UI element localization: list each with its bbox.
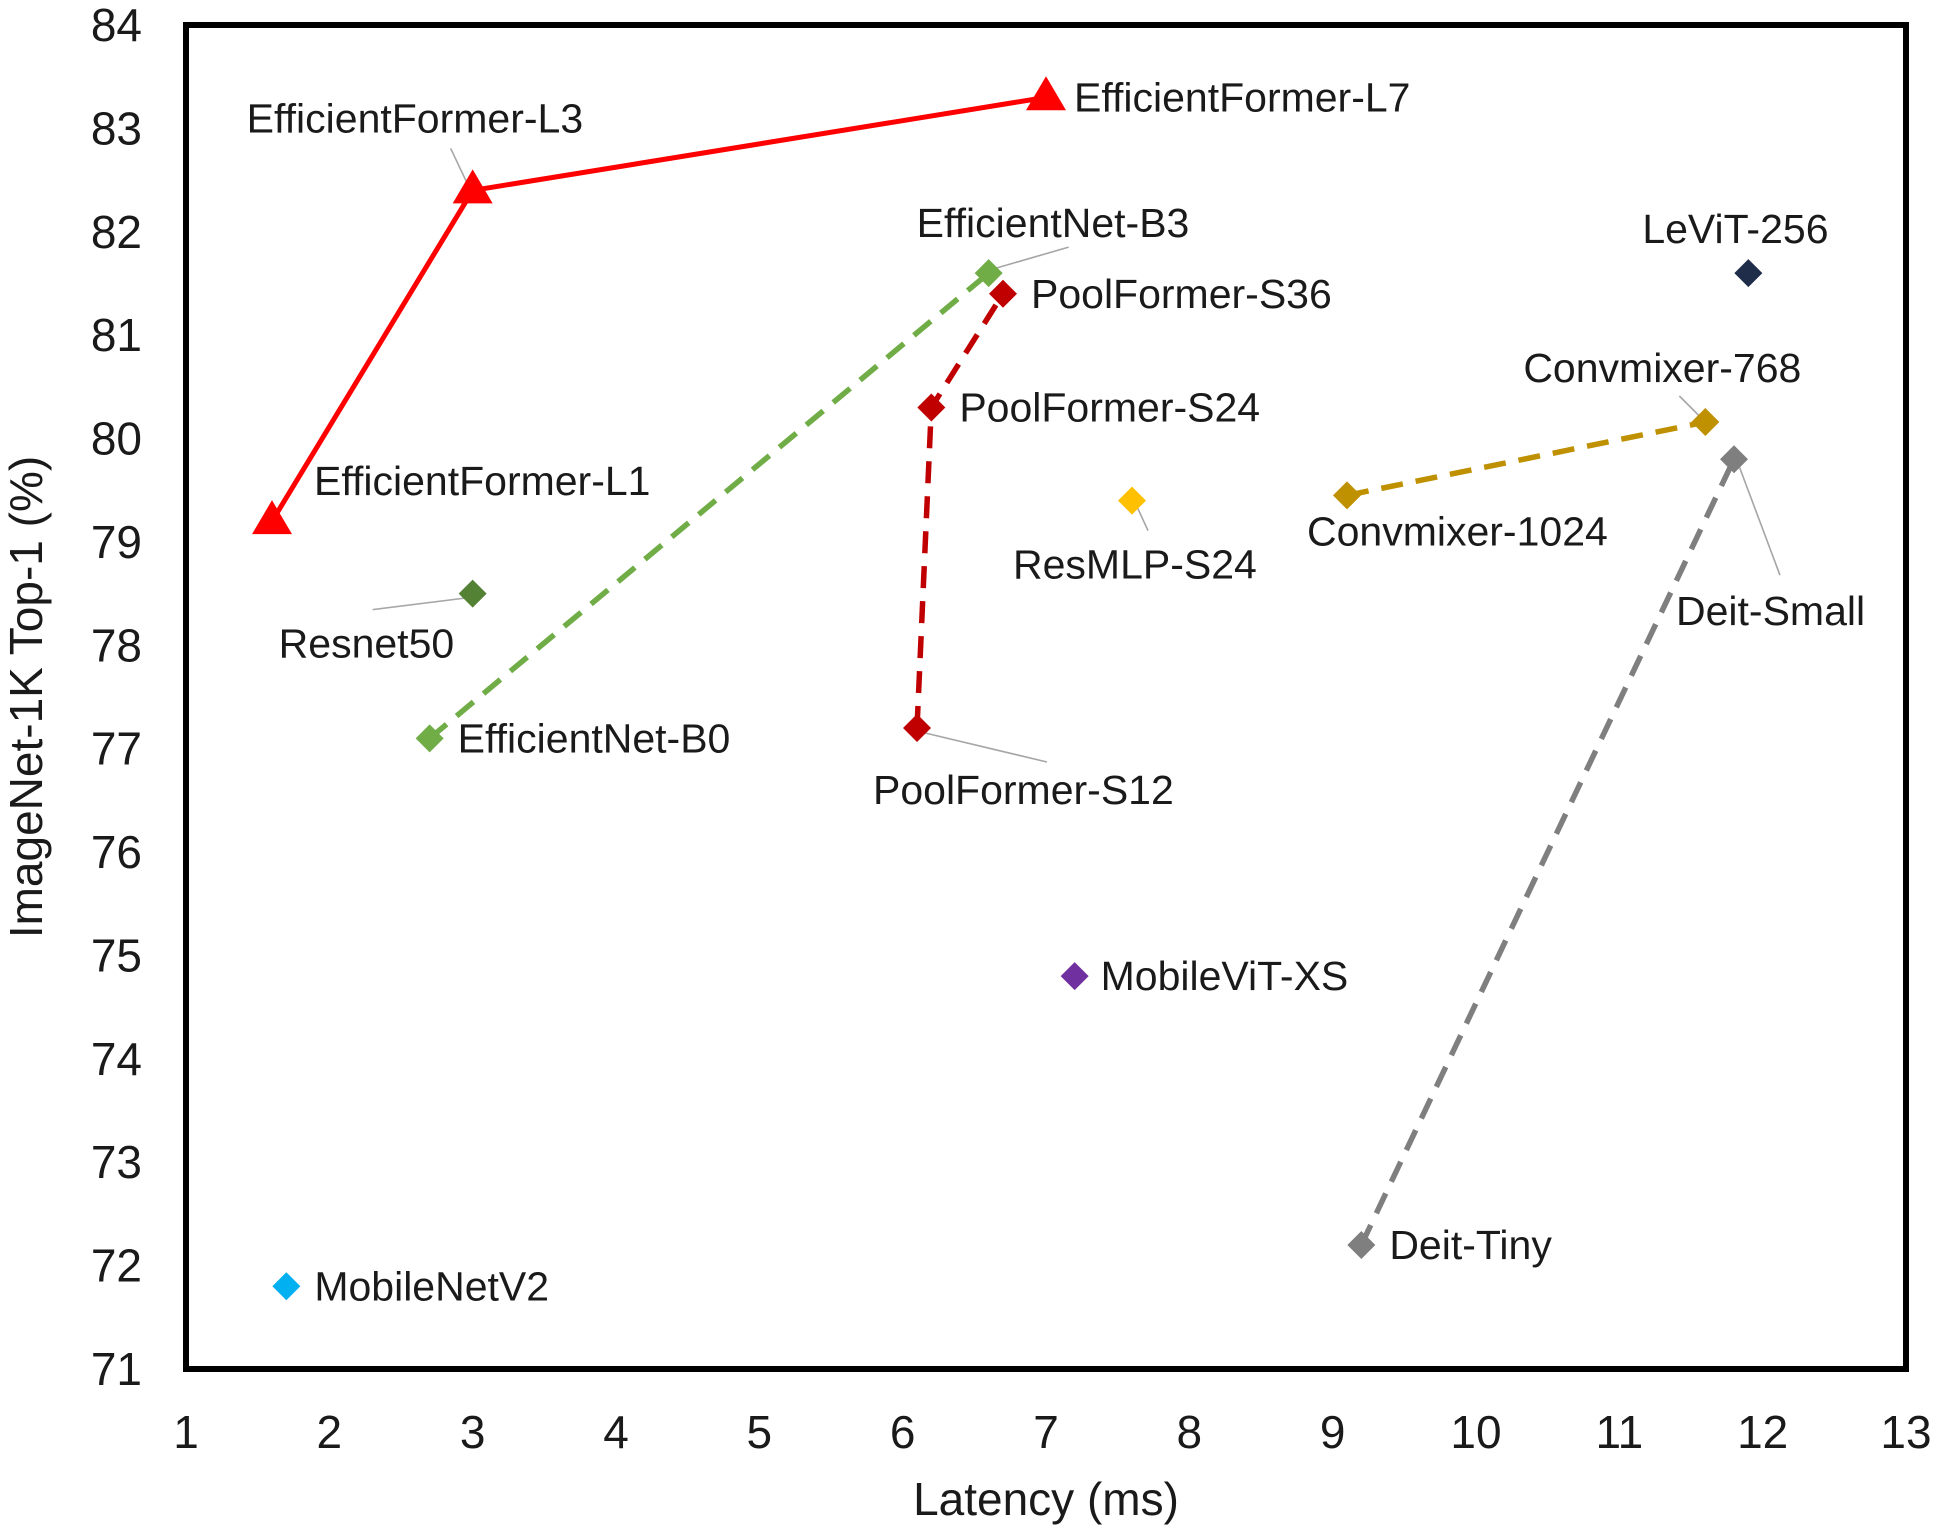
marker-levit-256 [1734,259,1763,288]
x-tick-label: 2 [317,1406,343,1458]
marker-convmixer-768 [1691,407,1720,436]
y-tick-label: 80 [91,413,142,465]
x-tick-label: 6 [890,1406,916,1458]
data-markers [252,76,1763,1301]
y-tick-label: 73 [91,1136,142,1188]
y-tick-label: 75 [91,929,142,981]
data-label-convmixer-768: Convmixer-768 [1523,345,1801,391]
leader-line-resnet50 [372,596,469,611]
marker-mobilenetv2 [272,1272,301,1301]
x-tick-label: 1 [173,1406,199,1458]
marker-efficientnet-b0 [415,724,444,753]
data-label-deit-small: Deit-Small [1676,588,1865,634]
y-tick-label: 84 [91,0,142,51]
marker-efficientformer-l7 [1026,76,1066,111]
leader-line-efficientformer-l3 [449,148,470,187]
y-tick-label: 76 [91,826,142,878]
data-label-deit-tiny: Deit-Tiny [1389,1222,1552,1268]
x-tick-label: 4 [603,1406,629,1458]
x-tick-label: 5 [747,1406,773,1458]
marker-convmixer-1024 [1333,481,1361,510]
data-label-mobilenetv2: MobileNetV2 [314,1263,549,1309]
marker-resnet50 [458,579,487,608]
y-tick-label: 74 [91,1033,142,1085]
data-label-convmixer-1024: Convmixer-1024 [1307,508,1608,554]
x-tick-label: 13 [1880,1406,1931,1458]
data-label-levit-256: LeViT-256 [1642,206,1828,252]
data-labels: EfficientFormer-L1 EfficientFormer-L3 Effi… [247,74,1865,1309]
marker-poolformer-s36 [989,279,1017,308]
x-tick-label: 12 [1737,1406,1788,1458]
marker-efficientnet-b3 [974,259,1003,288]
y-tick-label: 77 [91,723,142,775]
data-label-poolformer-s36: PoolFormer-S36 [1031,271,1332,317]
y-tick-label: 82 [91,206,142,258]
x-axis-title: Latency (ms) [913,1473,1179,1525]
x-tick-label: 7 [1033,1406,1059,1458]
marker-resmlp-s24 [1118,486,1146,515]
y-tick-label: 71 [91,1343,142,1395]
leader-line-resmlp-s24 [1135,504,1149,531]
x-tick-label: 9 [1320,1406,1346,1458]
data-label-efficientformer-l1: EfficientFormer-L1 [314,458,650,504]
marker-deit-small [1720,445,1748,474]
series-line-efficientnet [427,271,991,741]
y-axis-title: ImageNet-1K Top-1 (%) [0,456,52,938]
marker-poolformer-s24 [917,393,946,422]
data-label-efficientnet-b0: EfficientNet-B0 [458,715,731,761]
x-tick-label: 3 [460,1406,486,1458]
data-label-poolformer-s12: PoolFormer-S12 [873,767,1174,813]
series-line-convmixer [1346,419,1706,499]
label-leader-lines [372,148,1781,763]
data-label-poolformer-s24: PoolFormer-S24 [959,385,1260,431]
y-tick-label: 79 [91,516,142,568]
leader-line-deit-small [1737,462,1781,576]
y-tick-label: 78 [91,619,142,671]
marker-poolformer-s12 [903,714,931,743]
y-tick-label: 81 [91,309,142,361]
leader-line-efficientnet-b3 [992,246,1069,270]
y-tick-label: 83 [91,102,142,154]
data-label-mobilevit-xs: MobileViT-XS [1101,953,1349,999]
x-tick-labels: 1 2 3 4 5 6 7 8 9 10 11 12 13 [173,1406,1931,1458]
marker-deit-tiny [1347,1230,1376,1259]
y-tick-labels: 71 72 73 74 75 76 77 78 79 80 81 82 83 84 [91,0,142,1395]
data-label-resnet50: Resnet50 [279,621,455,667]
marker-mobilevit-xs [1060,962,1089,991]
marker-efficientformer-l1 [252,500,292,535]
x-tick-label: 8 [1177,1406,1203,1458]
series-line-deit [1358,458,1737,1247]
x-tick-label: 11 [1595,1406,1643,1458]
data-label-efficientnet-b3: EfficientNet-B3 [917,200,1190,246]
marker-efficientformer-l3 [452,169,493,204]
leader-line-convmixer-768 [1678,395,1702,419]
data-label-efficientformer-l3: EfficientFormer-L3 [247,95,583,141]
data-label-resmlp-s24: ResMLP-S24 [1013,542,1257,588]
data-label-efficientformer-l7: EfficientFormer-L7 [1074,74,1410,120]
x-tick-label: 10 [1450,1406,1501,1458]
leader-line-poolformer-s12 [920,731,1048,763]
y-tick-label: 72 [91,1240,142,1292]
